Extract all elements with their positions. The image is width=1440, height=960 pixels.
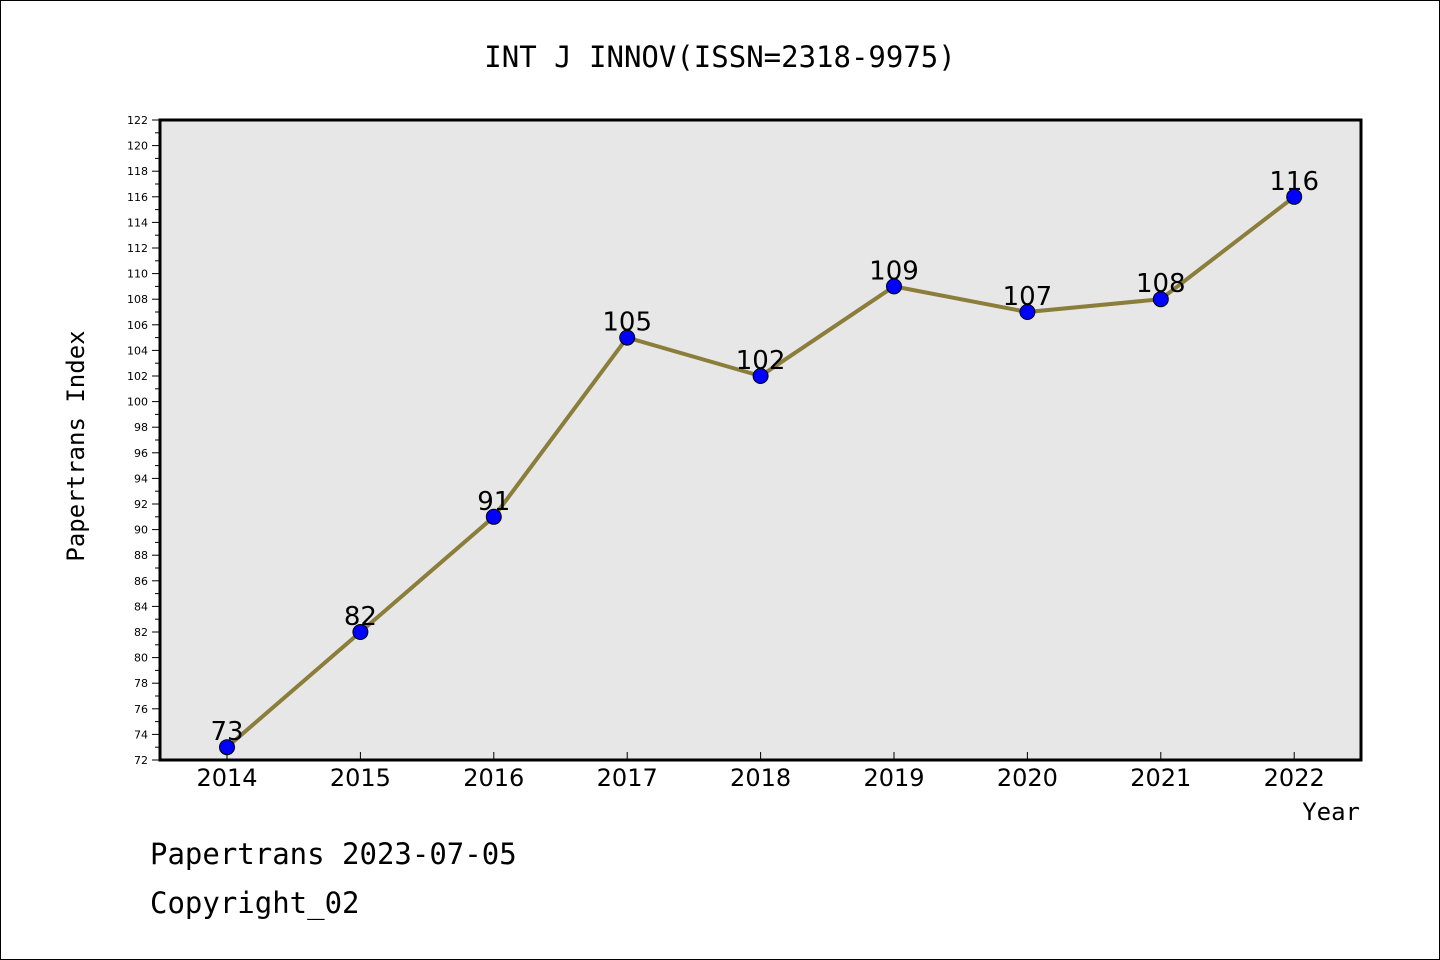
y-tick-label: 116 (127, 191, 148, 204)
y-axis-label: Papertrans Index (62, 330, 90, 561)
data-point (1286, 188, 1303, 205)
y-tick-label: 112 (127, 242, 148, 255)
x-tick-label: 2022 (1264, 764, 1325, 792)
y-tick-label: 100 (127, 396, 148, 409)
y-tick-label: 88 (134, 549, 148, 562)
data-label: 116 (1269, 167, 1319, 197)
y-tick-label: 98 (134, 421, 148, 434)
y-tick-label: 74 (134, 728, 148, 741)
y-tick-label: 118 (127, 165, 148, 178)
data-label: 73 (210, 717, 243, 747)
y-axis: 72 74 76 78 80 82 84 86 88 90 92 94 96 98 100 102 104 106… (127, 114, 160, 767)
footer-copyright: Copyright_02 (150, 886, 360, 921)
x-axis: 2014 2015 2016 2017 2018 2019 2020 2021 2022 (196, 752, 1325, 792)
y-tick-label: 86 (134, 575, 148, 588)
data-point (352, 624, 369, 640)
y-tick-label: 84 (134, 600, 148, 613)
y-tick-label: 92 (134, 498, 148, 511)
y-tick-label: 82 (134, 626, 148, 639)
y-tick-label: 106 (127, 319, 148, 332)
y-tick-label: 72 (134, 754, 148, 767)
data-label: 91 (477, 487, 510, 517)
x-tick-label: 2015 (330, 764, 391, 792)
y-tick-label: 122 (127, 114, 148, 127)
data-point (886, 278, 902, 295)
data-label: 105 (602, 308, 652, 338)
data-label: 109 (869, 256, 919, 286)
data-point (219, 739, 235, 756)
data-point (1019, 304, 1036, 320)
y-tick-label: 108 (127, 293, 148, 306)
y-tick-label: 110 (127, 268, 148, 281)
data-label: 82 (344, 602, 377, 632)
y-tick-label: 114 (127, 216, 148, 229)
y-tick-label: 78 (134, 677, 148, 690)
data-point (752, 368, 769, 384)
data-label: 107 (1003, 282, 1053, 312)
plot-area (160, 120, 1361, 760)
x-tick-label: 2014 (196, 764, 257, 792)
y-tick-label: 96 (134, 447, 148, 460)
plot-border (158, 118, 1363, 762)
series-line-group: 73 82 91 105 102 109 107 108 116 (210, 167, 1319, 756)
y-tick-label: 102 (127, 370, 148, 383)
y-tick-label: 94 (134, 472, 148, 485)
y-tick-label: 76 (134, 703, 148, 716)
y-tick-label: 90 (134, 524, 148, 537)
data-point (1152, 291, 1169, 308)
x-tick-label: 2018 (730, 764, 791, 792)
footer-date: Papertrans 2023-07-05 (150, 837, 517, 871)
x-tick-label: 2016 (463, 764, 524, 792)
x-tick-label: 2019 (863, 764, 924, 792)
data-point (485, 508, 502, 525)
data-label: 108 (1136, 269, 1186, 299)
data-point (619, 329, 636, 346)
data-label: 102 (736, 346, 786, 376)
y-tick-label: 80 (134, 652, 148, 665)
x-axis-label: Year (1302, 798, 1360, 826)
x-tick-label: 2017 (597, 764, 658, 792)
y-tick-label: 104 (127, 344, 148, 357)
x-tick-label: 2021 (1130, 764, 1191, 792)
chart-title: INT J INNOV(ISSN=2318-9975) (484, 40, 955, 74)
y-tick-label: 120 (127, 140, 148, 153)
x-tick-label: 2020 (997, 764, 1058, 792)
